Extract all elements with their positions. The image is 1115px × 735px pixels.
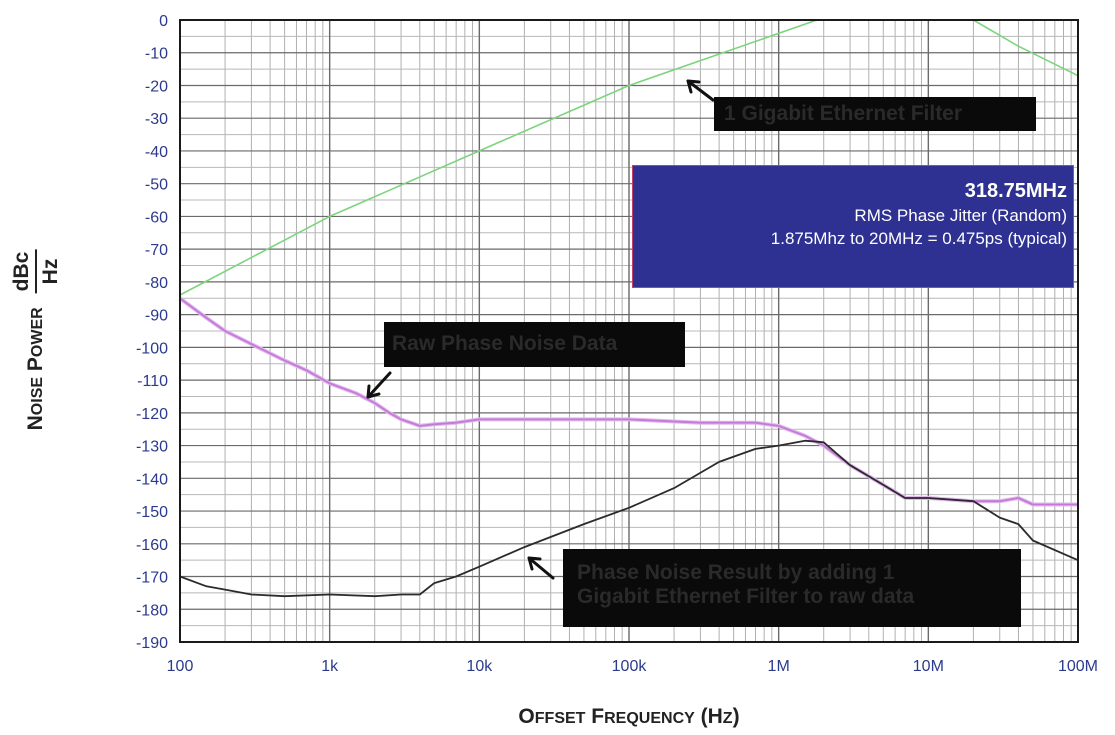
raw-arrow-icon <box>366 371 392 399</box>
y-tick-label: -160 <box>136 537 168 554</box>
y-tick-label: -90 <box>145 308 168 325</box>
y-axis-label: NOISE POWER dBc Hz <box>6 190 66 490</box>
filter-callout: 1 Gigabit Ethernet Filter <box>714 97 1036 131</box>
y-tick-label: -60 <box>145 209 168 226</box>
y-tick-label: 0 <box>159 13 168 30</box>
filter-callout-label: 1 Gigabit Ethernet Filter <box>724 102 963 125</box>
y-tick-label: -80 <box>145 275 168 292</box>
y-tick-label: -50 <box>145 177 168 194</box>
y-tick-label: -190 <box>136 635 168 652</box>
x-tick-label: 10k <box>466 658 493 675</box>
x-tick-label: 100k <box>612 658 648 675</box>
result-arrow-icon <box>527 556 555 580</box>
result-callout: Phase Noise Result by adding 1 Gigabit E… <box>563 549 1021 627</box>
filter-arrow-icon <box>686 79 715 102</box>
raw-callout: Raw Phase Noise Data <box>384 322 685 367</box>
y-tick-label: -140 <box>136 471 168 488</box>
y-tick-label: -10 <box>145 46 168 63</box>
info-result: 1.875Mhz to 20MHz = 0.475ps (typical) <box>770 229 1067 248</box>
callout-arrows <box>366 79 715 580</box>
info-frequency: 318.75MHz <box>964 180 1067 202</box>
x-tick-label: 10M <box>913 658 944 675</box>
y-tick-label: -180 <box>136 602 168 619</box>
y-tick-label: -110 <box>137 373 168 390</box>
y-tick-label: -100 <box>136 340 168 357</box>
plot-frame <box>179 19 1079 643</box>
result-callout-line2: Gigabit Ethernet Filter to raw data <box>577 585 915 608</box>
x-tick-labels: 100 1k 10k 100k 1M 10M 100M <box>167 658 1098 675</box>
x-tick-label: 1M <box>768 658 790 675</box>
jitter-info-box: 318.75MHz RMS Phase Jitter (Random) 1.87… <box>632 165 1074 288</box>
x-tick-label: 100 <box>167 658 194 675</box>
y-tick-label: -40 <box>145 144 168 161</box>
y-axis-title: NOISE POWER <box>24 307 47 431</box>
info-title: RMS Phase Jitter (Random) <box>854 206 1067 225</box>
filter-series-line <box>179 19 1079 296</box>
x-axis-label: OFFSET FREQUENCY (HZ) <box>518 705 740 728</box>
y-tick-label: -20 <box>145 78 168 95</box>
y-tick-labels: 0 -10 -20 -30 -40 -50 -60 -70 -80 -90 -100 -110 -120… <box>136 13 168 652</box>
y-tick-label: -170 <box>136 570 168 587</box>
y-tick-label: -30 <box>145 111 168 128</box>
x-tick-label: 1k <box>321 658 339 675</box>
y-tick-label: -120 <box>136 406 168 423</box>
y-tick-label: -150 <box>136 504 168 521</box>
y-tick-label: -70 <box>145 242 168 259</box>
y-tick-label: -130 <box>136 439 168 456</box>
y-axis-unit: dBc Hz <box>10 249 62 294</box>
raw-callout-label: Raw Phase Noise Data <box>392 332 618 355</box>
series-layer <box>178 19 1079 598</box>
result-phase-noise-line <box>179 439 1079 598</box>
result-callout-line1: Phase Noise Result by adding 1 <box>577 561 895 584</box>
x-tick-label: 100M <box>1058 658 1098 675</box>
